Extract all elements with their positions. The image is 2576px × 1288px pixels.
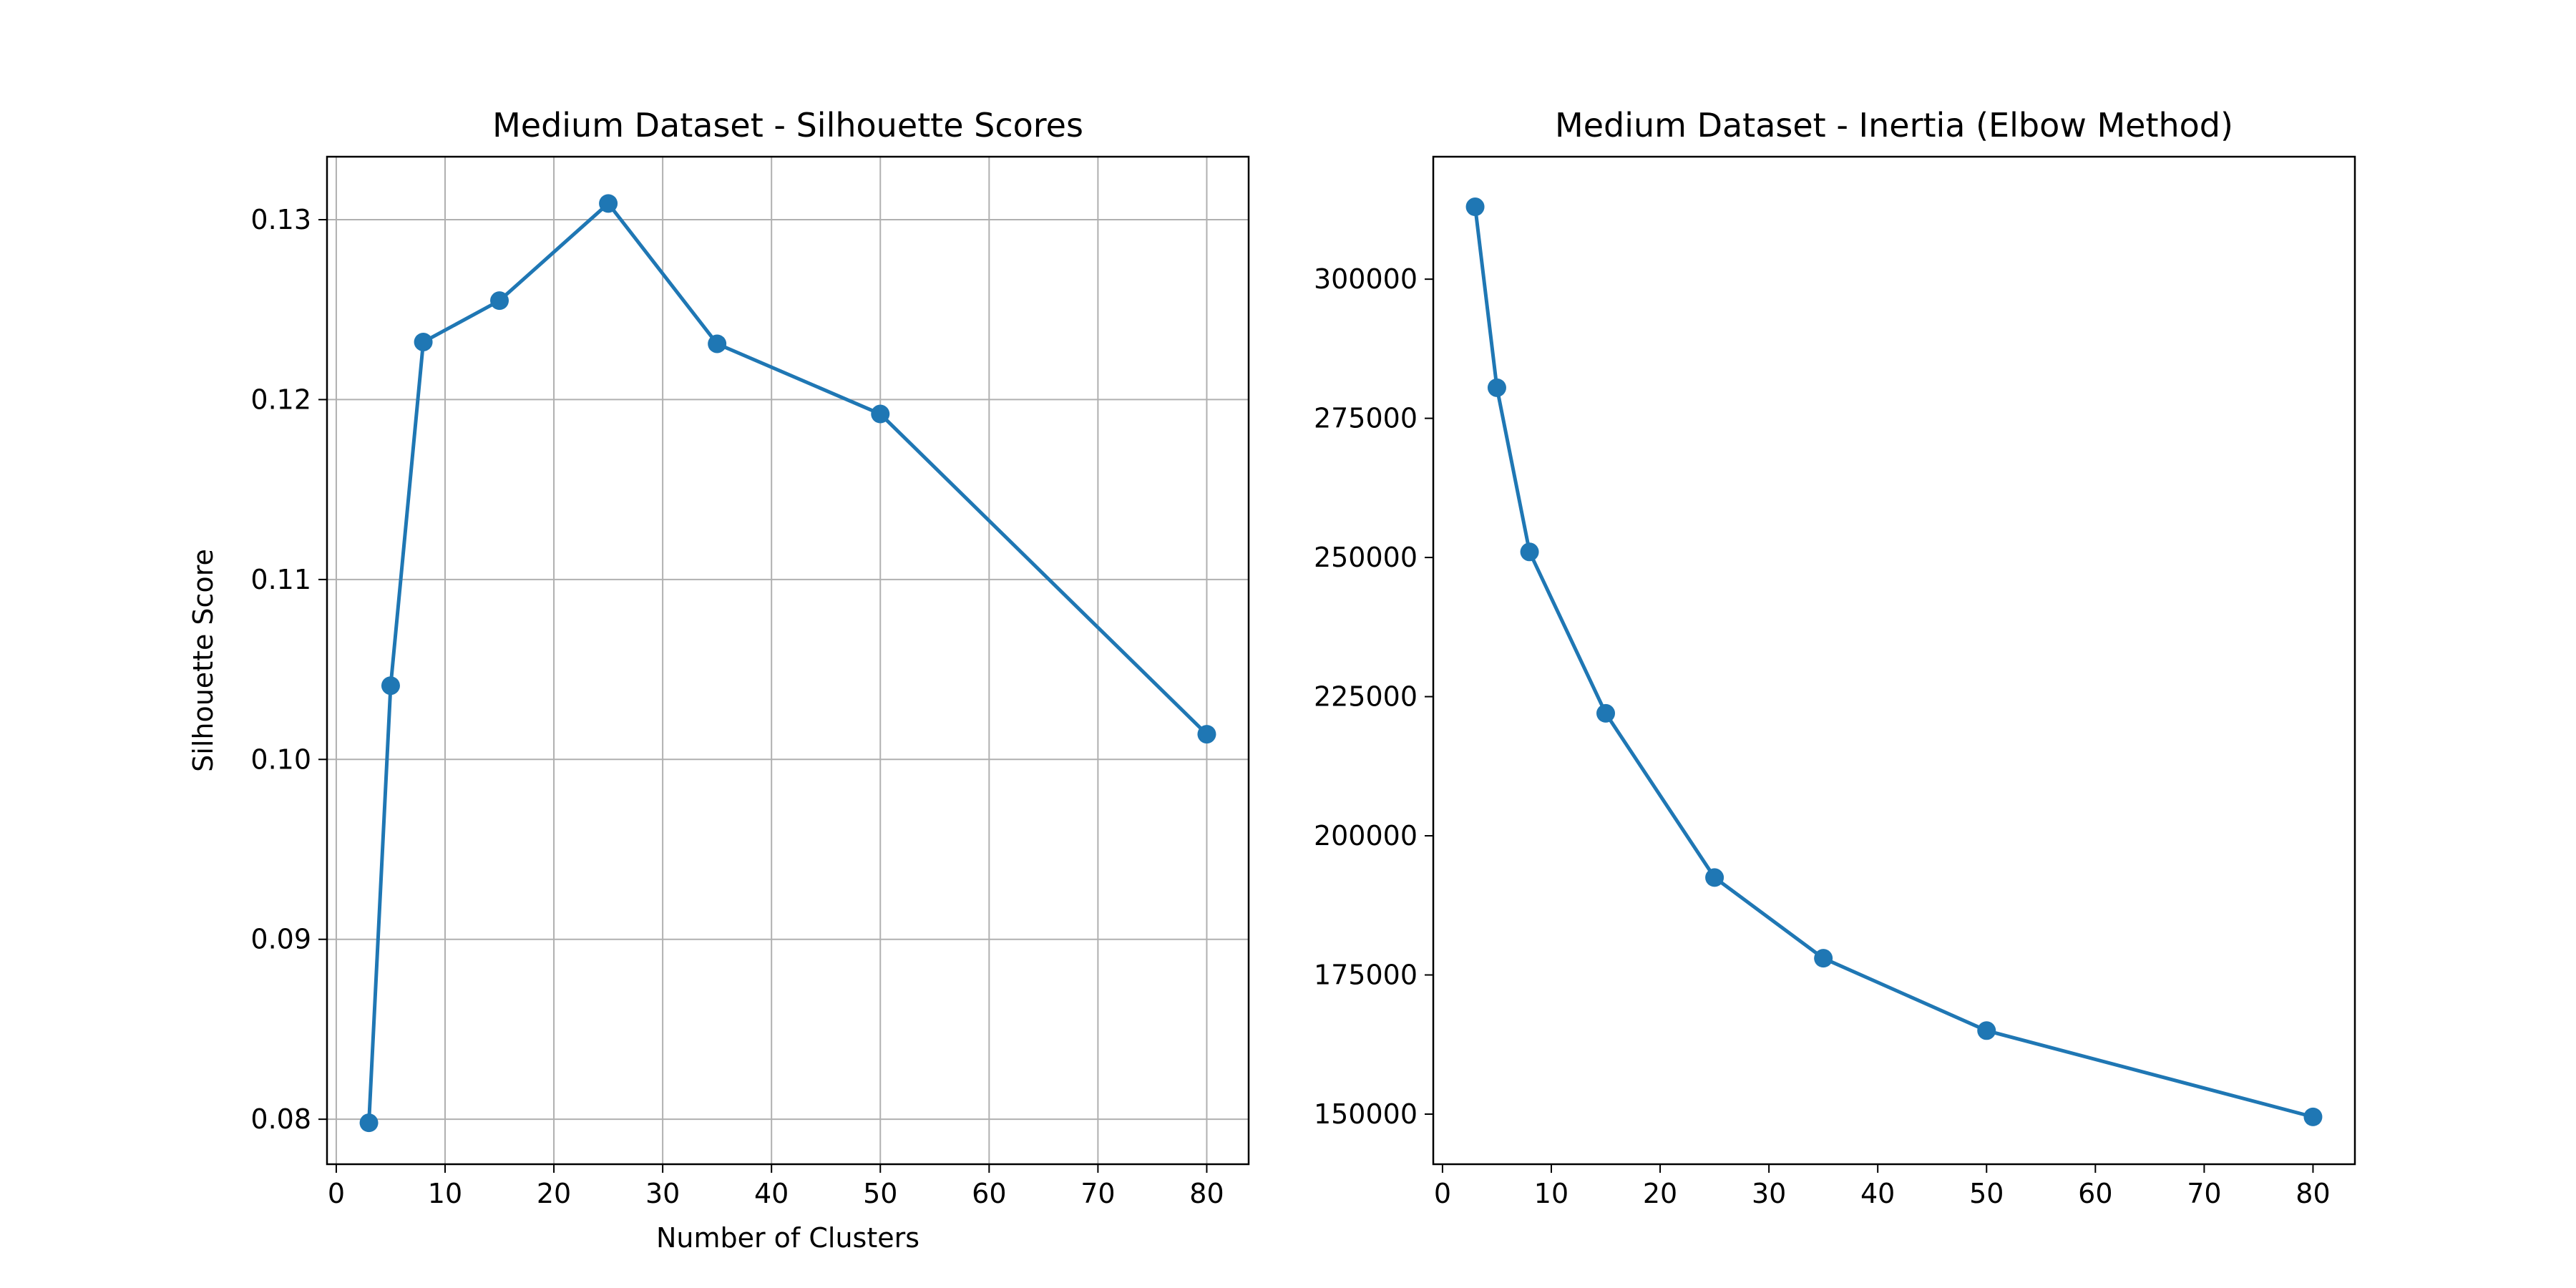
- y-tick-label: 0.12: [250, 384, 311, 415]
- y-tick-label: 150000: [1314, 1098, 1418, 1130]
- x-tick-label: 60: [2078, 1178, 2112, 1209]
- x-tick-label: 10: [1534, 1178, 1568, 1209]
- data-point: [1977, 1021, 1996, 1040]
- x-axis-label: Number of Clusters: [656, 1222, 919, 1254]
- y-tick-label: 225000: [1314, 681, 1418, 713]
- y-tick-label: 0.08: [250, 1103, 311, 1135]
- data-point: [871, 404, 890, 424]
- x-tick-label: 80: [1189, 1178, 1224, 1209]
- x-tick-label: 70: [1080, 1178, 1115, 1209]
- chart-title: Medium Dataset - Inertia (Elbow Method): [1555, 106, 2233, 145]
- x-tick-label: 0: [328, 1178, 345, 1209]
- x-tick-label: 70: [2187, 1178, 2221, 1209]
- data-point: [1814, 949, 1833, 968]
- x-tick-label: 60: [972, 1178, 1006, 1209]
- y-tick-label: 250000: [1314, 542, 1418, 573]
- y-tick-label: 200000: [1314, 820, 1418, 852]
- y-tick-label: 0.10: [250, 743, 311, 775]
- data-point: [1520, 542, 1539, 562]
- data-point: [359, 1113, 379, 1133]
- x-tick-label: 30: [645, 1178, 680, 1209]
- y-tick-label: 175000: [1314, 960, 1418, 991]
- data-point: [708, 334, 727, 353]
- data-point: [599, 194, 618, 213]
- x-tick-label: 40: [754, 1178, 789, 1209]
- y-tick-label: 0.11: [250, 564, 311, 595]
- x-tick-label: 20: [1643, 1178, 1677, 1209]
- chart-title: Medium Dataset - Silhouette Scores: [492, 106, 1083, 145]
- series-line: [367, 201, 1209, 1123]
- axes-frame: [1432, 155, 2356, 1166]
- x-tick-label: 40: [1860, 1178, 1895, 1209]
- data-point: [1197, 725, 1216, 744]
- y-tick-label: 0.13: [250, 204, 311, 235]
- x-tick-label: 30: [1752, 1178, 1786, 1209]
- x-tick-label: 50: [863, 1178, 897, 1209]
- data-point: [1596, 703, 1616, 723]
- x-tick-label: 80: [2296, 1178, 2330, 1209]
- data-point: [2303, 1107, 2323, 1126]
- x-tick-label: 50: [1969, 1178, 2004, 1209]
- y-tick-label: 300000: [1314, 263, 1418, 295]
- data-point: [381, 676, 400, 696]
- data-point: [490, 291, 509, 311]
- axes-frame: [326, 155, 1250, 1166]
- x-tick-label: 20: [537, 1178, 571, 1209]
- y-axis-label: Silhouette Score: [187, 549, 219, 772]
- series-line: [1473, 206, 2314, 1119]
- data-point: [1705, 868, 1724, 887]
- data-point: [1465, 197, 1485, 217]
- data-point: [1487, 378, 1506, 397]
- x-tick-label: 10: [428, 1178, 462, 1209]
- data-point: [414, 332, 433, 351]
- y-tick-label: 275000: [1314, 403, 1418, 434]
- x-tick-label: 0: [1434, 1178, 1451, 1209]
- y-tick-label: 0.09: [250, 924, 311, 955]
